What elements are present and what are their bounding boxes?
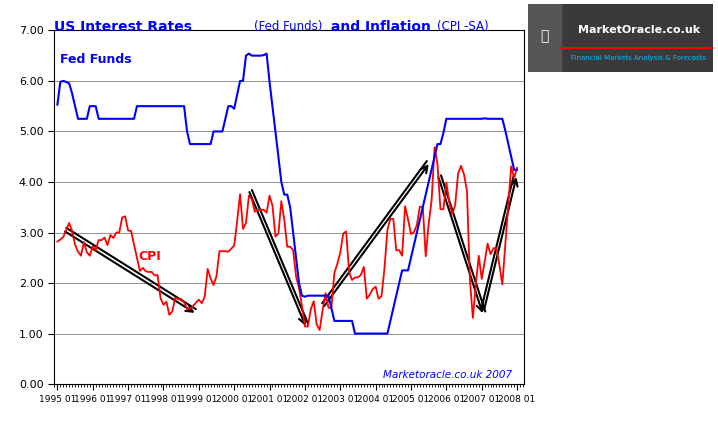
Text: MarketOracle.co.uk: MarketOracle.co.uk [578, 25, 700, 35]
Text: and Inflation: and Inflation [326, 20, 436, 33]
Bar [528, 4, 561, 72]
Text: Fed Funds: Fed Funds [60, 53, 132, 66]
Text: 👤: 👤 [540, 30, 549, 44]
Text: (Fed Funds): (Fed Funds) [254, 20, 322, 33]
Text: Financial Markets Analysis & Forecasts: Financial Markets Analysis & Forecasts [572, 55, 707, 61]
Text: (CPI -SA): (CPI -SA) [437, 20, 488, 33]
Text: CPI: CPI [139, 250, 162, 263]
Text: Marketoracle.co.uk 2007: Marketoracle.co.uk 2007 [383, 370, 512, 380]
Text: US Interest Rates: US Interest Rates [54, 20, 197, 33]
